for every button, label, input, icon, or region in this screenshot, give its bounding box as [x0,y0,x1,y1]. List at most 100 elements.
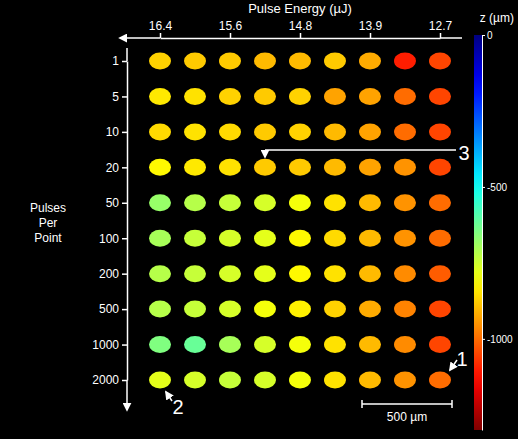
spot [184,88,206,105]
y-axis-title-line: Pulses [30,201,66,215]
spot [184,301,206,318]
y-tick: 200 [99,267,127,281]
spot [254,88,276,105]
spot [359,53,381,70]
annotation-leader [265,149,456,151]
y-tick-label: 20 [106,161,120,175]
spot [429,194,451,211]
annotation: 2 [172,396,183,418]
spot [324,265,346,282]
colorbar [474,35,482,430]
spots [149,53,451,389]
y-tick: 2000 [92,373,127,387]
spot [219,123,241,140]
colorbar-tick-mark [482,187,485,188]
spot [394,230,416,247]
spot [219,230,241,247]
spot [394,265,416,282]
colorbar-title: z (µm) [480,11,514,25]
y-tick-mark [122,96,127,98]
y-axis-extension [126,48,128,61]
x-axis: 16.415.614.813.912.7 [149,19,453,39]
y-tick-label: 10 [106,125,120,139]
spot [149,372,171,389]
spot [254,301,276,318]
spot [429,88,451,105]
background [0,0,518,439]
x-tick: 16.4 [149,19,173,38]
spot [429,336,451,353]
spot [394,372,416,389]
spot [359,159,381,176]
x-axis-extension [440,37,462,39]
y-tick-mark [122,309,127,311]
spot [359,336,381,353]
spot [429,230,451,247]
spot [359,372,381,389]
spot [324,123,346,140]
annotation: 1 [456,348,467,370]
spot [184,372,206,389]
spot [429,301,451,318]
y-axis-arrow [126,380,128,410]
spot [394,194,416,211]
spot [289,372,311,389]
colorbar-tick: -1000 [482,334,513,345]
spot [184,159,206,176]
colorbar-tick-label: -500 [487,182,507,193]
spot [289,301,311,318]
spot [184,194,206,211]
y-tick: 500 [99,302,127,316]
spot [219,159,241,176]
spot [394,159,416,176]
scale-bar-end [361,400,363,408]
spot [359,123,381,140]
spot [254,265,276,282]
spot [394,301,416,318]
y-tick-label: 5 [112,90,119,104]
annotation-arrow [264,150,266,157]
spot [254,230,276,247]
spot [429,123,451,140]
y-tick: 5 [112,90,127,104]
spot [184,265,206,282]
spot [254,372,276,389]
spot [149,194,171,211]
spot [324,159,346,176]
colorbar-tick-mark [482,35,485,36]
spot [324,194,346,211]
colorbar-tick-label: -1000 [487,334,513,345]
spot [289,336,311,353]
y-tick: 20 [106,161,127,175]
spot [149,301,171,318]
spot [149,265,171,282]
spot [289,123,311,140]
y-tick: 1000 [92,338,127,352]
y-tick-mark [122,273,127,275]
spot [394,53,416,70]
x-axis-arrow [120,37,160,39]
spot [184,230,206,247]
y-tick-label: 1000 [92,338,119,352]
spot [254,336,276,353]
spot [219,194,241,211]
y-tick-label: 2000 [92,373,119,387]
spot [429,265,451,282]
x-tick: 12.7 [429,19,453,38]
spot [149,88,171,105]
colorbar-tick-label: 0 [487,30,493,41]
scale-bar-label: 500 µm [387,410,427,424]
spot [359,194,381,211]
x-tick-mark [230,33,232,38]
x-axis-title: Pulse Energy (µJ) [248,1,352,16]
spot [254,194,276,211]
spot [149,230,171,247]
spot [184,53,206,70]
y-tick-label: 100 [99,232,119,246]
annotation: 3 [458,142,469,164]
spot [289,159,311,176]
y-tick-mark [122,238,127,240]
spot [394,123,416,140]
spot [359,88,381,105]
x-tick-label: 14.8 [289,19,313,33]
